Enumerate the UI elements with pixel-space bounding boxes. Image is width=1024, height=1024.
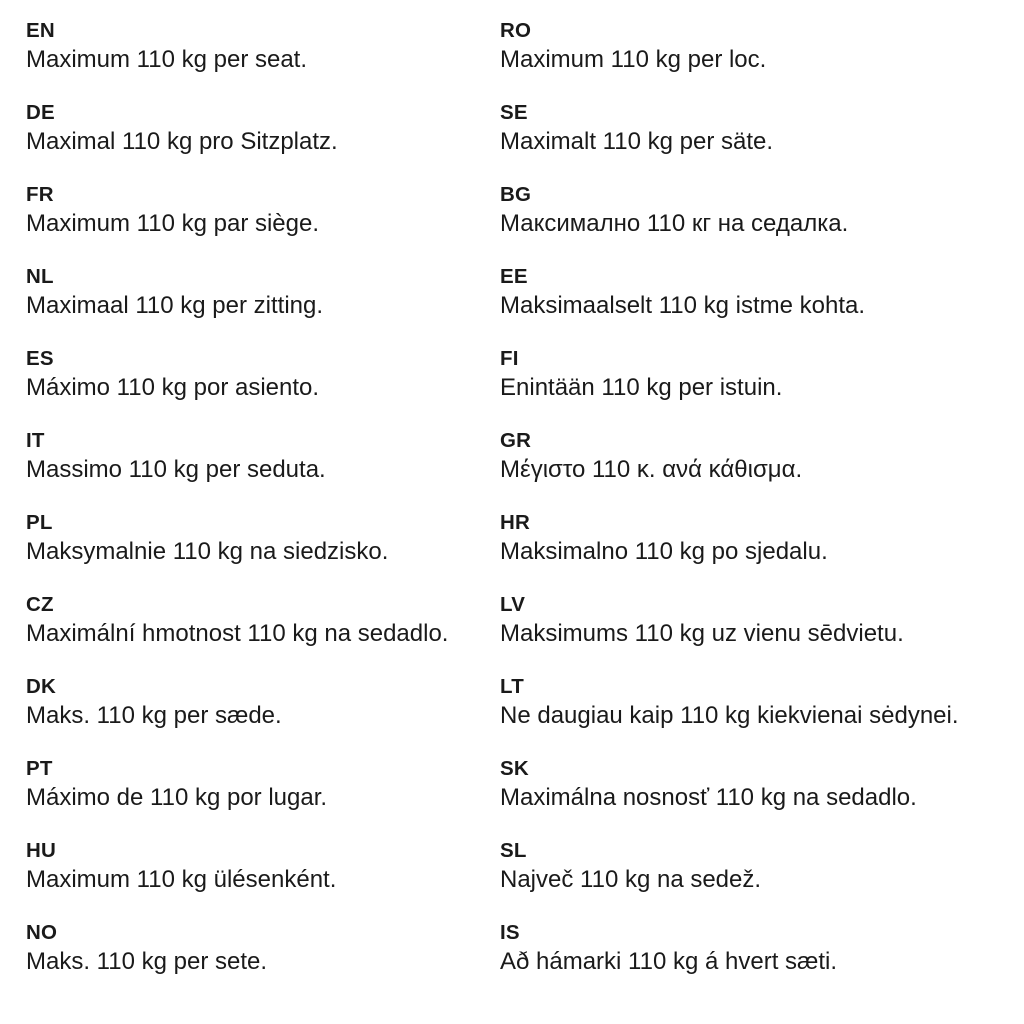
weight-limit-text: Maks. 110 kg per sete. <box>26 948 268 975</box>
weight-limit-text: Maximalt 110 kg per säte. <box>500 128 774 155</box>
notice-column-left: EN Maximum 110 kg per seat. DE Maximal 1… <box>0 18 490 1002</box>
weight-limit-text: Maximum 110 kg per loc. <box>500 46 767 73</box>
notice-entry: PT Máximo de 110 kg por lugar. <box>26 756 490 838</box>
weight-limit-text: Maksymalnie 110 kg na siedzisko. <box>26 538 389 565</box>
notice-entry: LV Maksimums 110 kg uz vienu sēdvietu. <box>500 592 1024 674</box>
notice-entry: NO Maks. 110 kg per sete. <box>26 920 490 1002</box>
language-code: LT <box>500 675 524 698</box>
language-code: CZ <box>26 593 54 616</box>
language-code: SE <box>500 101 528 124</box>
language-code: SK <box>500 757 529 780</box>
notice-entry: EN Maximum 110 kg per seat. <box>26 18 490 100</box>
language-code: EN <box>26 19 55 42</box>
language-code: SL <box>500 839 527 862</box>
language-code: HR <box>500 511 531 534</box>
notice-entry: FI Enintään 110 kg per istuin. <box>500 346 1024 428</box>
weight-limit-text: Massimo 110 kg per seduta. <box>26 456 326 483</box>
language-code: DE <box>26 101 55 124</box>
notice-entry: HU Maximum 110 kg ülésenként. <box>26 838 490 920</box>
weight-limit-text: Maximum 110 kg par siège. <box>26 210 320 237</box>
weight-limit-text: Maximum 110 kg ülésenként. <box>26 866 337 893</box>
notice-entry: IS Að hámarki 110 kg á hvert sæti. <box>500 920 1024 1002</box>
notice-entry: ES Máximo 110 kg por asiento. <box>26 346 490 428</box>
notice-entry: EE Maksimaalselt 110 kg istme kohta. <box>500 264 1024 346</box>
weight-limit-text: Največ 110 kg na sedež. <box>500 866 762 893</box>
weight-limit-text: Maksimums 110 kg uz vienu sēdvietu. <box>500 620 904 647</box>
notice-entry: PL Maksymalnie 110 kg na siedzisko. <box>26 510 490 592</box>
language-code: HU <box>26 839 57 862</box>
notice-entry: GR Μέγιστο 110 κ. ανά κάθισμα. <box>500 428 1024 510</box>
language-code: PT <box>26 757 53 780</box>
notice-columns: EN Maximum 110 kg per seat. DE Maximal 1… <box>0 18 1024 1002</box>
language-code: EE <box>500 265 528 288</box>
language-code: ES <box>26 347 54 370</box>
weight-limit-text: Μέγιστο 110 κ. ανά κάθισμα. <box>500 456 803 483</box>
language-code: NL <box>26 265 54 288</box>
weight-limit-text: Maximal 110 kg pro Sitzplatz. <box>26 128 338 155</box>
notice-column-right: RO Maximum 110 kg per loc. SE Maximalt 1… <box>490 18 1024 1002</box>
weight-limit-text: Að hámarki 110 kg á hvert sæti. <box>500 948 838 975</box>
weight-limit-text: Maksimaalselt 110 kg istme kohta. <box>500 292 866 319</box>
notice-entry: HR Maksimalno 110 kg po sjedalu. <box>500 510 1024 592</box>
weight-limit-text: Максимално 110 кг на седалка. <box>500 210 849 237</box>
language-code: LV <box>500 593 526 616</box>
language-code: BG <box>500 183 532 206</box>
notice-entry: RO Maximum 110 kg per loc. <box>500 18 1024 100</box>
weight-limit-text: Enintään 110 kg per istuin. <box>500 374 783 401</box>
weight-limit-text: Maximálna nosnosť 110 kg na sedadlo. <box>500 784 917 811</box>
notice-entry: LT Ne daugiau kaip 110 kg kiekvienai sėd… <box>500 674 1024 756</box>
language-code: DK <box>26 675 57 698</box>
language-code: GR <box>500 429 532 452</box>
weight-limit-text: Máximo de 110 kg por lugar. <box>26 784 328 811</box>
weight-limit-text: Maximální hmotnost 110 kg na sedadlo. <box>26 620 449 647</box>
language-code: FI <box>500 347 519 370</box>
weight-limit-text: Máximo 110 kg por asiento. <box>26 374 320 401</box>
notice-entry: SE Maximalt 110 kg per säte. <box>500 100 1024 182</box>
notice-entry: DK Maks. 110 kg per sæde. <box>26 674 490 756</box>
language-code: IT <box>26 429 45 452</box>
weight-limit-text: Maximaal 110 kg per zitting. <box>26 292 324 319</box>
language-code: PL <box>26 511 53 534</box>
notice-entry: IT Massimo 110 kg per seduta. <box>26 428 490 510</box>
notice-entry: NL Maximaal 110 kg per zitting. <box>26 264 490 346</box>
notice-entry: DE Maximal 110 kg pro Sitzplatz. <box>26 100 490 182</box>
notice-entry: BG Максимално 110 кг на седалка. <box>500 182 1024 264</box>
language-code: FR <box>26 183 54 206</box>
notice-entry: SL Največ 110 kg na sedež. <box>500 838 1024 920</box>
weight-limit-text: Maximum 110 kg per seat. <box>26 46 308 73</box>
language-code: RO <box>500 19 532 42</box>
weight-limit-text: Ne daugiau kaip 110 kg kiekvienai sėdyne… <box>500 702 959 729</box>
language-code: IS <box>500 921 520 944</box>
notice-entry: SK Maximálna nosnosť 110 kg na sedadlo. <box>500 756 1024 838</box>
notice-entry: CZ Maximální hmotnost 110 kg na sedadlo. <box>26 592 490 674</box>
notice-entry: FR Maximum 110 kg par siège. <box>26 182 490 264</box>
language-code: NO <box>26 921 58 944</box>
weight-limit-text: Maksimalno 110 kg po sjedalu. <box>500 538 828 565</box>
weight-limit-text: Maks. 110 kg per sæde. <box>26 702 282 729</box>
